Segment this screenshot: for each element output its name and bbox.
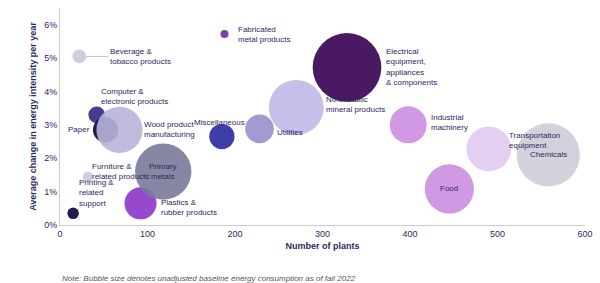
svg-text:400: 400 (402, 229, 417, 239)
svg-text:Fabricatedmetal products: Fabricatedmetal products (238, 25, 290, 44)
svg-text:3%: 3% (44, 120, 57, 130)
svg-text:6%: 6% (44, 20, 57, 30)
svg-text:Note: Bubble size denotes unad: Note: Bubble size denotes unadjusted bas… (62, 274, 356, 283)
svg-text:Wood productmanufacturing: Wood productmanufacturing (144, 120, 195, 139)
svg-text:4%: 4% (44, 87, 57, 97)
svg-text:Primarymetals: Primarymetals (149, 162, 177, 181)
svg-text:100: 100 (140, 229, 155, 239)
svg-text:Computer &electronic products: Computer &electronic products (101, 87, 168, 106)
svg-text:1%: 1% (44, 187, 57, 197)
svg-text:Plastics &rubber products: Plastics &rubber products (161, 198, 217, 217)
svg-text:Average change in energy inten: Average change in energy intensity per y… (28, 22, 38, 211)
svg-text:600: 600 (577, 229, 592, 239)
svg-text:Furniture &related products: Furniture &related products (92, 162, 149, 181)
svg-text:Paper: Paper (68, 125, 90, 134)
svg-text:Number of plants: Number of plants (285, 241, 359, 251)
svg-text:300: 300 (315, 229, 330, 239)
svg-text:0: 0 (57, 229, 62, 239)
svg-text:Utilities: Utilities (277, 128, 303, 137)
svg-text:Nonmetallicmineral products: Nonmetallicmineral products (326, 95, 385, 114)
svg-text:0%: 0% (44, 220, 57, 230)
svg-text:500: 500 (490, 229, 505, 239)
svg-text:Food: Food (440, 184, 458, 193)
svg-text:Transportationequipment: Transportationequipment (509, 131, 560, 150)
svg-text:Electricalequipment,appliances: Electricalequipment,appliances& componen… (386, 47, 437, 87)
svg-text:Miscellaneous: Miscellaneous (194, 118, 245, 127)
svg-text:200: 200 (227, 229, 242, 239)
svg-text:5%: 5% (44, 53, 57, 63)
svg-text:Industrialmachinery: Industrialmachinery (431, 113, 468, 132)
svg-text:2%: 2% (44, 153, 57, 163)
svg-text:Printing &relatedsupport: Printing &relatedsupport (79, 178, 114, 208)
svg-text:Chemicals: Chemicals (530, 150, 567, 159)
svg-text:Beverage &tobacco products: Beverage &tobacco products (110, 47, 171, 66)
